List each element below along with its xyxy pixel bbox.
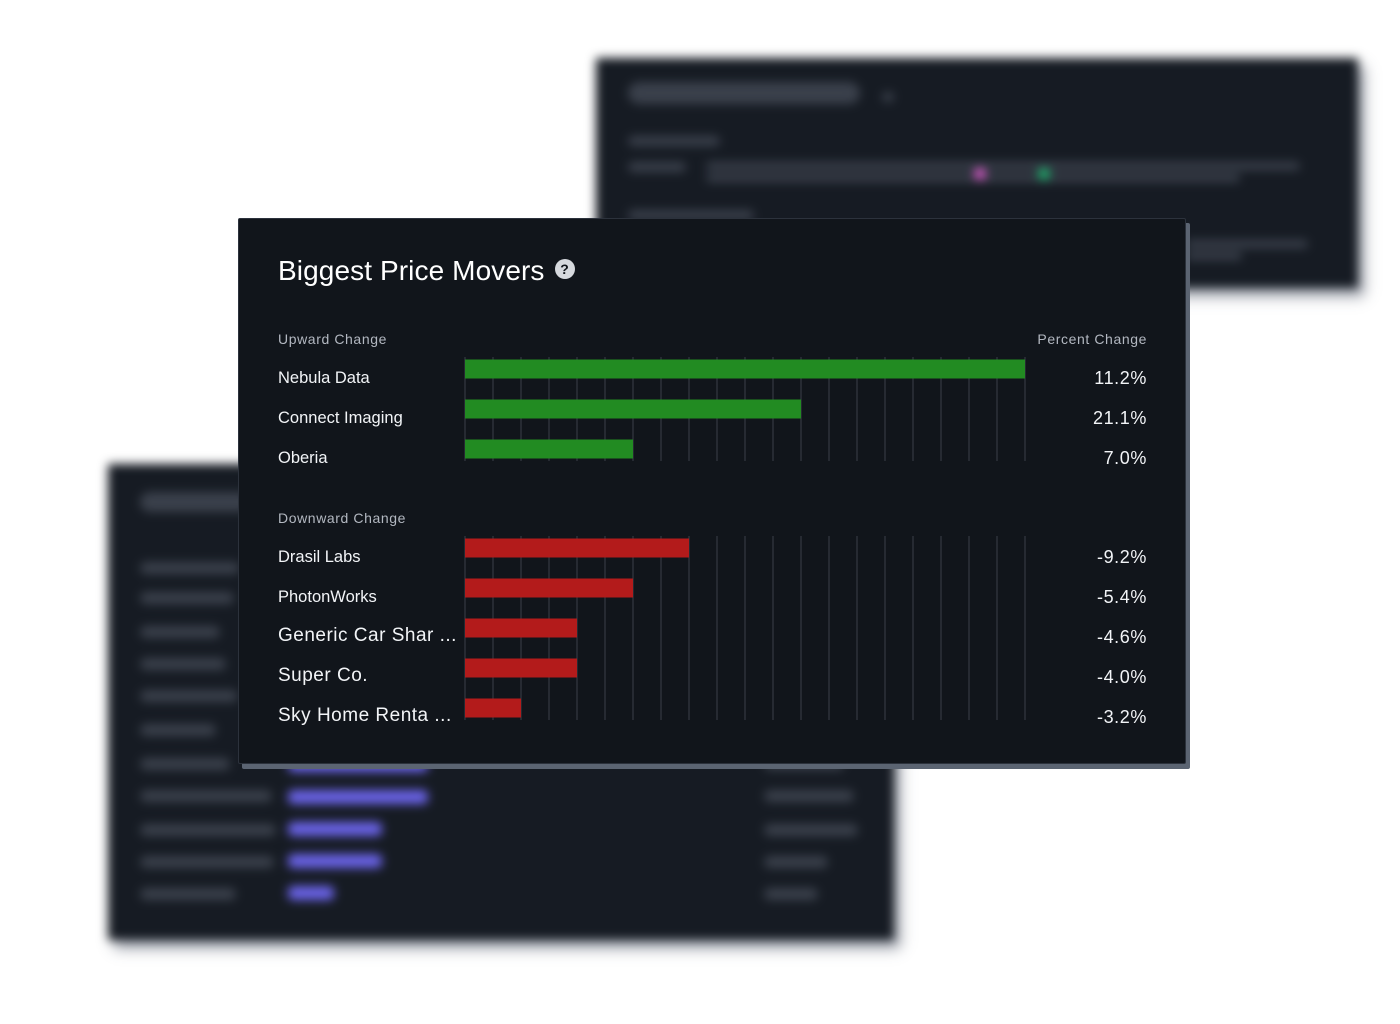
placeholder-bar: [140, 592, 234, 604]
row-value: -3.2%: [1096, 707, 1147, 727]
row-value: 7.0%: [1103, 448, 1147, 468]
placeholder-bar: [140, 724, 216, 736]
panel-header: Biggest Price Movers ?: [278, 255, 575, 287]
percent-change-header: Percent Change: [1037, 331, 1147, 347]
upward-change-label: Upward Change: [278, 331, 387, 347]
row-value: -4.0%: [1096, 667, 1147, 687]
purple-bar: [288, 886, 334, 900]
row-label: Oberia: [278, 449, 328, 467]
placeholder-bar: [882, 92, 894, 102]
row-label: Nebula Data: [278, 369, 370, 387]
placeholder-bar: [764, 888, 818, 900]
placeholder-bar: [140, 562, 240, 574]
placeholder-bar: [706, 174, 1240, 182]
placeholder-bar: [628, 136, 720, 146]
placeholder-bar: [628, 82, 860, 104]
row-value: 21.1%: [1092, 408, 1147, 428]
placeholder-bar: [140, 824, 276, 836]
row-label: Sky Home Renta ...: [278, 705, 452, 726]
downward-change-label: Downward Change: [278, 510, 407, 526]
placeholder-bar: [140, 492, 250, 512]
marker-dot: [1038, 168, 1050, 180]
placeholder-bar: [628, 210, 754, 220]
row-value: -9.2%: [1096, 547, 1147, 567]
upward-bar: [465, 439, 633, 459]
placeholder-bar: [140, 658, 226, 670]
bar-chart: [464, 357, 1026, 720]
row-label: Generic Car Shar ...: [278, 625, 457, 646]
placeholder-bar: [764, 790, 854, 802]
downward-bar: [465, 618, 577, 638]
placeholder-bar: [1186, 252, 1242, 260]
row-value: 11.2%: [1094, 368, 1147, 388]
placeholder-bar: [706, 162, 1300, 170]
row-value: -4.6%: [1096, 627, 1147, 647]
price-movers-panel: Biggest Price Movers ? Upward Change Per…: [238, 218, 1186, 764]
purple-bar: [288, 854, 382, 868]
downward-bar: [465, 578, 633, 598]
placeholder-bar: [140, 856, 274, 868]
row-value: -5.4%: [1096, 587, 1147, 607]
upward-bar: [465, 359, 1025, 379]
placeholder-bar: [764, 856, 828, 868]
marker-dot: [974, 168, 986, 180]
placeholder-bar: [140, 690, 238, 702]
placeholder-bar: [140, 790, 272, 802]
downward-bar: [465, 538, 689, 558]
purple-bar: [288, 822, 382, 836]
row-label: Super Co.: [278, 665, 369, 686]
placeholder-bar: [140, 626, 220, 638]
placeholder-bar: [628, 162, 686, 172]
placeholder-bar: [140, 758, 230, 770]
panel-title: Biggest Price Movers: [278, 255, 545, 286]
placeholder-bar: [1186, 240, 1308, 248]
placeholder-bar: [764, 824, 858, 836]
question-circle-icon[interactable]: ?: [554, 259, 575, 279]
row-label: Connect Imaging: [278, 409, 403, 427]
placeholder-bar: [140, 888, 236, 900]
row-label: Drasil Labs: [278, 548, 361, 566]
downward-bar: [465, 698, 521, 718]
purple-bar: [288, 790, 428, 804]
downward-bar: [465, 658, 577, 678]
upward-bar: [465, 399, 801, 419]
row-label: PhotonWorks: [278, 588, 377, 606]
